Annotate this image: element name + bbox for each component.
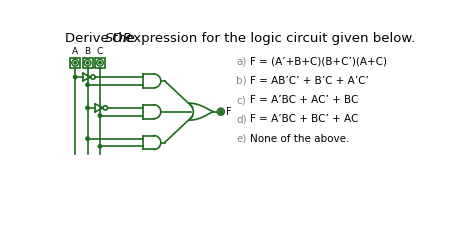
Text: C: C — [97, 47, 103, 56]
Text: c): c) — [236, 95, 246, 105]
Bar — [95, 58, 105, 68]
Text: a): a) — [236, 57, 246, 67]
Circle shape — [86, 83, 89, 86]
Text: d): d) — [236, 114, 246, 124]
Text: Derive the: Derive the — [64, 32, 139, 45]
Text: b): b) — [236, 76, 246, 86]
Text: e): e) — [236, 134, 246, 144]
Circle shape — [86, 106, 89, 110]
Text: A: A — [72, 47, 78, 56]
Circle shape — [73, 75, 77, 79]
Circle shape — [98, 145, 101, 148]
Circle shape — [86, 137, 89, 140]
Circle shape — [219, 110, 223, 114]
Circle shape — [97, 59, 103, 66]
Text: F = AB’C’ + B’C + A’C’: F = AB’C’ + B’C + A’C’ — [250, 76, 369, 86]
Text: F = A’BC + AC’ + BC: F = A’BC + AC’ + BC — [250, 95, 358, 105]
Text: F: F — [226, 107, 231, 117]
Bar — [82, 58, 92, 68]
Circle shape — [74, 62, 76, 64]
Circle shape — [220, 111, 221, 112]
Circle shape — [91, 75, 95, 79]
Text: None of the above.: None of the above. — [250, 134, 349, 144]
Text: F = (A’+B+C)(B+C’)(A+C): F = (A’+B+C)(B+C’)(A+C) — [250, 57, 387, 67]
Text: SOP: SOP — [105, 32, 132, 45]
Bar — [70, 58, 80, 68]
Circle shape — [86, 62, 89, 64]
Text: B: B — [84, 47, 91, 56]
Text: F = A’BC + BC’ + AC: F = A’BC + BC’ + AC — [250, 114, 358, 124]
Circle shape — [72, 59, 79, 66]
Circle shape — [218, 108, 224, 115]
Circle shape — [99, 62, 101, 64]
Circle shape — [84, 59, 91, 66]
Circle shape — [103, 106, 108, 110]
Text: expression for the logic circuit given below.: expression for the logic circuit given b… — [121, 32, 415, 45]
Circle shape — [98, 114, 101, 117]
